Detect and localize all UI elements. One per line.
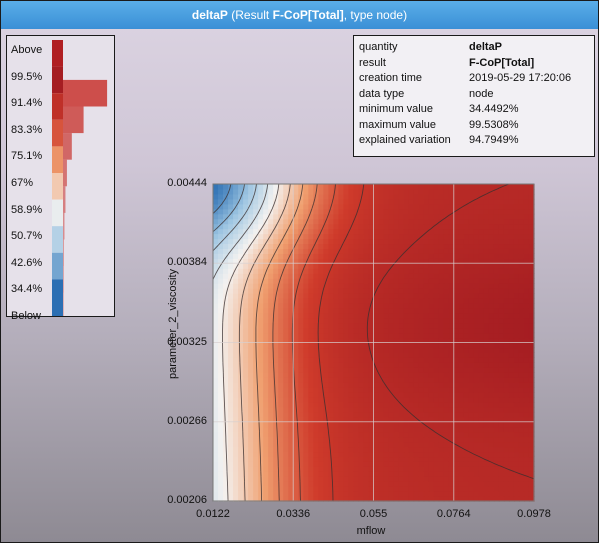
contour-line (238, 183, 291, 502)
info-key: quantity (359, 41, 398, 53)
x-tick-label: 0.0336 (276, 508, 311, 520)
legend-color-band (52, 252, 63, 280)
info-value: 94.7949% (469, 134, 519, 146)
contour-line (212, 183, 245, 233)
info-panel: quantity deltaP result F-CoP[Total] creation… (353, 35, 595, 157)
info-key: maximum value (359, 118, 437, 131)
contour-line (317, 183, 365, 502)
info-row: data type node (359, 87, 591, 102)
legend-label: 42.6% (11, 256, 43, 269)
contour-line (366, 183, 535, 480)
legend-histogram-bar (63, 186, 66, 213)
legend-histogram-bar (63, 133, 72, 160)
window-titlebar[interactable]: deltaP (Result F-CoP[Total], type node) (1, 1, 598, 29)
info-key: result (359, 56, 386, 69)
y-axis-label: parameter_2_viscosity (167, 268, 179, 380)
x-tick-label: 0.0122 (196, 508, 230, 520)
info-value: F-CoP[Total] (469, 56, 535, 69)
contour-line (222, 183, 280, 502)
plot-frame (212, 183, 535, 502)
title-type: , type node) (343, 8, 408, 22)
contour-line (272, 183, 318, 502)
legend-histogram-bar (63, 159, 67, 187)
contour-line (212, 183, 232, 214)
info-row: quantity deltaP (359, 40, 591, 55)
legend-color-band (52, 93, 63, 120)
y-tick-label: 0.00325 (167, 335, 207, 348)
y-tick-label: 0.00444 (167, 177, 207, 189)
info-row: creation time 2019-05-29 17:20:06 (359, 71, 591, 86)
legend-color-band (52, 199, 63, 227)
legend-label: 50.7% (11, 230, 43, 243)
info-key: minimum value (359, 103, 433, 115)
title-result: F-CoP[Total] (272, 8, 344, 22)
info-value: node (469, 87, 494, 100)
legend-color-band (52, 40, 63, 67)
legend-color-band (52, 119, 63, 147)
info-value: 34.4492% (469, 103, 519, 115)
info-value: 99.5308% (469, 118, 519, 131)
title-text: (Result (227, 8, 273, 22)
contour-lines (212, 183, 535, 502)
info-row: result F-CoP[Total] (359, 56, 591, 71)
info-row: explained variation 94.7949% (359, 133, 591, 148)
y-tick-label: 0.00384 (167, 256, 207, 269)
legend-color-band (52, 226, 63, 253)
legend-histogram-bar (63, 79, 108, 107)
legend-label: Above (11, 44, 43, 56)
legend-histogram-bar (63, 239, 64, 267)
x-tick-label: 0.055 (359, 508, 388, 520)
x-tick-label: 0.0764 (436, 508, 471, 520)
y-tick-label: 0.00206 (167, 494, 207, 506)
legend-label: 99.5% (11, 70, 43, 83)
y-tick-label: 0.00266 (167, 414, 207, 427)
legend-color-band (52, 279, 63, 306)
x-tick-label: 0.0978 (517, 508, 551, 520)
title-quantity: deltaP (191, 8, 228, 22)
legend-histogram-bar (63, 266, 64, 293)
info-row: minimum value 34.4492% (359, 102, 591, 117)
legend-color-band (52, 66, 63, 94)
color-legend: Above 99.5% 91.4% 83.3% 75.1% 67% 58.9% 50.7% 42… (6, 35, 115, 322)
legend-color-band (52, 306, 63, 316)
legend-label: 75.1% (11, 150, 43, 163)
info-key: data type (359, 87, 405, 100)
legend-label: 34.4% (11, 283, 43, 296)
info-key: explained variation (359, 134, 451, 146)
plot-grid (213, 184, 534, 501)
legend-label: 67% (11, 177, 34, 189)
info-value: deltaP (469, 41, 503, 53)
legend-histogram-bar (63, 106, 84, 134)
legend-label: Below (11, 310, 41, 322)
legend-color-band (52, 146, 63, 173)
info-row: maximum value 99.5308% (359, 118, 591, 133)
legend-histogram-bar (63, 292, 64, 316)
legend-histogram-bar (63, 212, 65, 240)
legend-label: 58.9% (11, 203, 43, 216)
legend-label: 91.4% (11, 97, 43, 110)
legend-colorbar (52, 40, 108, 316)
info-key: creation time (359, 72, 422, 84)
x-axis-label: mflow (356, 525, 386, 537)
legend-color-band (52, 173, 63, 200)
info-value: 2019-05-29 17:20:06 (469, 72, 572, 84)
legend-label: 83.3% (11, 123, 43, 136)
contour-line (212, 183, 257, 252)
